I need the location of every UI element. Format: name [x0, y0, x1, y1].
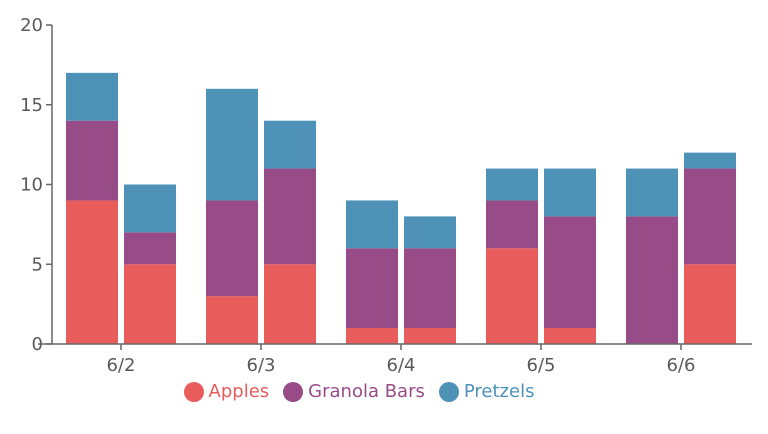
bar-segment-pretzels[interactable]: [346, 200, 398, 249]
bar-segment-granola-bars[interactable]: [66, 120, 118, 201]
bar-segment-apples[interactable]: [684, 264, 736, 344]
legend-label: Apples: [208, 381, 270, 402]
bar-segment-apples[interactable]: [346, 328, 398, 344]
bar-segment-pretzels[interactable]: [544, 168, 596, 217]
bar-segment-apples[interactable]: [544, 328, 596, 344]
legend-item-pretzels[interactable]: Pretzels: [438, 381, 535, 402]
bar-segment-pretzels[interactable]: [124, 184, 176, 233]
bar-segment-apples[interactable]: [404, 328, 456, 344]
bar-segment-granola-bars[interactable]: [626, 216, 678, 344]
bar-segment-granola-bars[interactable]: [486, 200, 538, 249]
pretzels-swatch-icon: [438, 381, 459, 402]
x-tick-label: 6/4: [387, 355, 416, 376]
y-tick-label: 20: [20, 15, 43, 36]
y-tick-label: 5: [32, 254, 43, 275]
bar-segment-granola-bars[interactable]: [264, 168, 316, 265]
bar-segment-granola-bars[interactable]: [124, 232, 176, 265]
legend-item-apples[interactable]: Apples: [183, 381, 270, 402]
y-tick-label: 15: [20, 95, 43, 116]
x-tick-label: 6/2: [107, 355, 136, 376]
legend-label: Granola Bars: [308, 381, 425, 402]
granola-bars-swatch-icon: [283, 381, 304, 402]
y-tick-label: 0: [32, 334, 43, 355]
bar-segment-pretzels[interactable]: [66, 72, 118, 121]
bar-segment-pretzels[interactable]: [264, 120, 316, 169]
bar-segment-pretzels[interactable]: [626, 168, 678, 217]
bar-segment-apples[interactable]: [124, 264, 176, 344]
legend: Apples Granola Bars Pretzels: [0, 381, 768, 402]
bar-segment-granola-bars[interactable]: [346, 248, 398, 329]
legend-label: Pretzels: [463, 381, 535, 402]
apples-swatch-icon: [183, 381, 204, 402]
y-tick-label: 10: [20, 175, 43, 196]
bar-segment-apples[interactable]: [264, 264, 316, 344]
x-tick-label: 6/5: [527, 355, 556, 376]
x-tick-label: 6/3: [247, 355, 276, 376]
bar-segment-pretzels[interactable]: [684, 152, 736, 169]
bar-segment-granola-bars[interactable]: [404, 248, 456, 329]
legend-item-granola-bars[interactable]: Granola Bars: [283, 381, 425, 402]
bar-segment-granola-bars[interactable]: [206, 200, 258, 297]
bar-segment-pretzels[interactable]: [486, 168, 538, 201]
x-tick-label: 6/6: [667, 355, 696, 376]
bar-segment-apples[interactable]: [206, 296, 258, 344]
bar-segment-pretzels[interactable]: [206, 88, 258, 201]
bar-segment-apples[interactable]: [486, 248, 538, 344]
bar-segment-apples[interactable]: [66, 200, 118, 344]
bar-segment-granola-bars[interactable]: [544, 216, 596, 329]
bar-segment-granola-bars[interactable]: [684, 168, 736, 265]
bar-segment-pretzels[interactable]: [404, 216, 456, 249]
